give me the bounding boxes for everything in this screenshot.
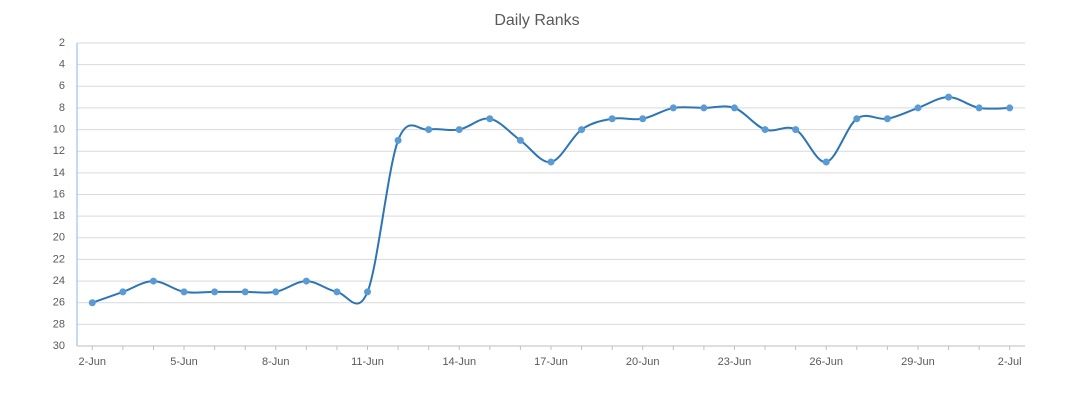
y-tick-label: 28	[53, 318, 65, 330]
chart-title: Daily Ranks	[494, 12, 579, 29]
point	[364, 288, 372, 296]
x-tick-label: 17-Jun	[534, 356, 568, 368]
y-tick-label: 18	[53, 210, 65, 222]
point	[639, 115, 647, 123]
y-tick-label: 14	[53, 167, 65, 179]
y-tick-label: 6	[59, 80, 65, 92]
point	[975, 104, 983, 112]
point	[608, 115, 616, 123]
point	[425, 126, 433, 134]
point	[455, 126, 463, 134]
x-tick-label: 23-Jun	[718, 356, 752, 368]
point	[730, 104, 738, 112]
point	[822, 158, 830, 166]
point	[883, 115, 891, 123]
point	[241, 288, 249, 296]
x-tick-label: 5-Jun	[170, 356, 198, 368]
x-tick-label: 11-Jun	[351, 356, 384, 368]
x-tick-label: 2-Jul	[998, 356, 1022, 368]
y-tick-label: 20	[53, 232, 65, 244]
point	[88, 299, 96, 307]
point	[792, 126, 800, 134]
point	[302, 277, 310, 285]
point	[211, 288, 219, 296]
y-tick-label: 10	[53, 123, 65, 135]
y-tick-label: 24	[53, 275, 65, 287]
x-tick-label: 2-Jun	[79, 356, 107, 368]
y-tick-label: 8	[59, 102, 65, 114]
point	[516, 136, 524, 144]
point	[761, 126, 769, 134]
y-tick-label: 26	[53, 297, 65, 309]
point	[394, 136, 402, 144]
x-tick-label: 20-Jun	[626, 356, 660, 368]
x-tick-label: 8-Jun	[262, 356, 290, 368]
point	[333, 288, 341, 296]
point	[945, 93, 953, 101]
point	[149, 277, 157, 285]
y-tick-label: 12	[53, 145, 65, 157]
point	[119, 288, 127, 296]
y-tick-label: 16	[53, 188, 65, 200]
point	[272, 288, 280, 296]
point	[180, 288, 188, 296]
series-line	[91, 96, 1010, 305]
point	[914, 104, 922, 112]
point	[547, 158, 555, 166]
x-tick-label: 29-Jun	[901, 356, 935, 368]
point	[486, 115, 494, 123]
y-tick-label: 30	[53, 340, 65, 352]
x-tick-label: 14-Jun	[442, 356, 476, 368]
y-tick-label: 22	[53, 253, 65, 265]
point	[1006, 104, 1014, 112]
point	[578, 126, 586, 134]
y-tick-label: 2	[59, 37, 65, 49]
y-tick-label: 4	[59, 59, 65, 71]
point	[669, 104, 677, 112]
x-tick-label: 26-Jun	[809, 356, 843, 368]
point	[700, 104, 708, 112]
point	[853, 115, 861, 123]
